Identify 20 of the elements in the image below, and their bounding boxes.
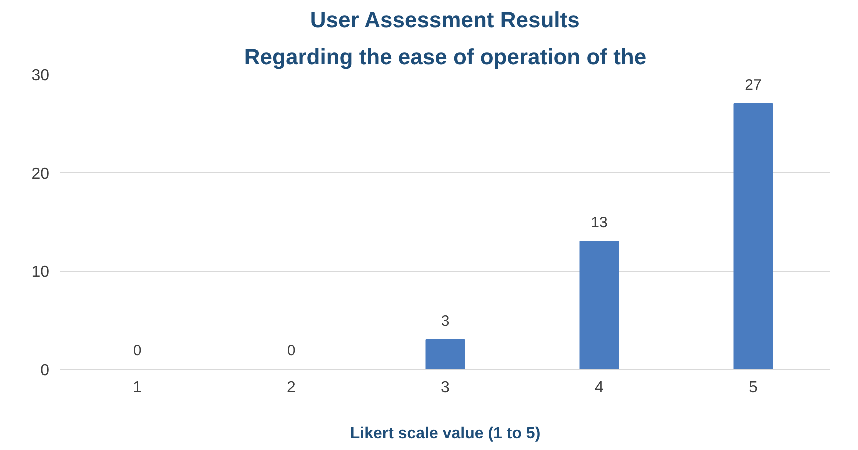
x-tick-label: 2 <box>287 380 296 396</box>
y-tick-label: 20 <box>32 166 50 183</box>
x-tick-label: 5 <box>749 380 758 396</box>
x-tick-label: 4 <box>595 380 604 396</box>
y-tick-label: 0 <box>40 362 50 380</box>
bar <box>580 241 620 370</box>
x-axis-title: Likert scale value (1 to 5) <box>350 426 541 442</box>
chart-title: User Assessment Results <box>310 8 580 32</box>
data-label: 0 <box>287 342 296 360</box>
x-tick-label: 1 <box>133 380 142 396</box>
data-label: 13 <box>591 214 608 232</box>
chart-subtitle: Regarding the ease of operation of the <box>244 44 647 70</box>
y-tick-label: 30 <box>32 68 50 84</box>
data-label: 27 <box>745 77 762 94</box>
bar <box>734 104 774 370</box>
data-label: 0 <box>133 342 142 360</box>
y-tick-label: 10 <box>32 264 50 282</box>
bar <box>426 340 466 370</box>
x-tick-label: 3 <box>441 380 450 396</box>
data-label: 3 <box>441 313 450 330</box>
